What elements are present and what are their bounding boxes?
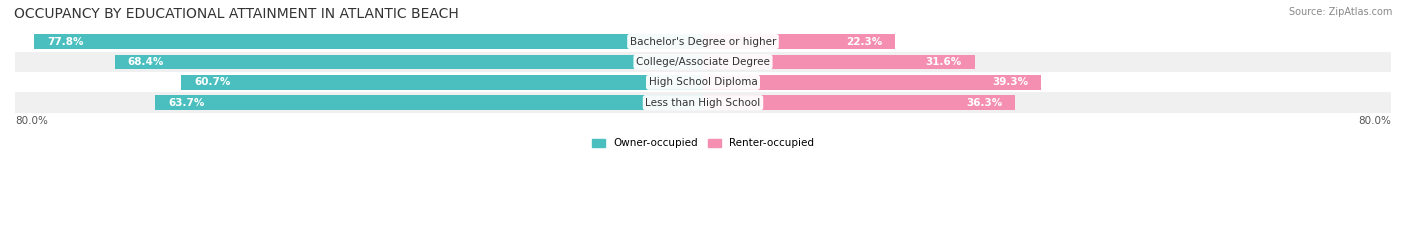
Text: 63.7%: 63.7% [169, 98, 204, 108]
Text: OCCUPANCY BY EDUCATIONAL ATTAINMENT IN ATLANTIC BEACH: OCCUPANCY BY EDUCATIONAL ATTAINMENT IN A… [14, 7, 458, 21]
Bar [34, 34, 703, 49]
Text: Bachelor's Degree or higher: Bachelor's Degree or higher [630, 37, 776, 47]
Bar [15, 31, 1391, 52]
Text: College/Associate Degree: College/Associate Degree [636, 57, 770, 67]
Text: 36.3%: 36.3% [966, 98, 1002, 108]
Bar [703, 95, 1015, 110]
Bar [703, 75, 1040, 90]
Text: 22.3%: 22.3% [845, 37, 882, 47]
Text: 39.3%: 39.3% [993, 77, 1028, 87]
Text: 31.6%: 31.6% [925, 57, 962, 67]
Text: High School Diploma: High School Diploma [648, 77, 758, 87]
Bar [703, 34, 894, 49]
Bar [15, 72, 1391, 93]
Text: 77.8%: 77.8% [46, 37, 83, 47]
Bar [155, 95, 703, 110]
Bar [15, 93, 1391, 113]
Legend: Owner-occupied, Renter-occupied: Owner-occupied, Renter-occupied [588, 134, 818, 153]
Bar [703, 55, 974, 69]
Text: 60.7%: 60.7% [194, 77, 231, 87]
Text: 80.0%: 80.0% [15, 116, 48, 126]
Bar [115, 55, 703, 69]
Text: 68.4%: 68.4% [128, 57, 165, 67]
Text: 80.0%: 80.0% [1358, 116, 1391, 126]
Bar [15, 52, 1391, 72]
Text: Less than High School: Less than High School [645, 98, 761, 108]
Text: Source: ZipAtlas.com: Source: ZipAtlas.com [1288, 7, 1392, 17]
Bar [181, 75, 703, 90]
